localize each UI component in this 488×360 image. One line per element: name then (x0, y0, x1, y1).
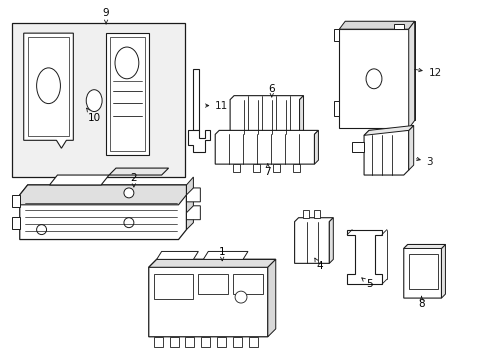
Text: 6: 6 (268, 84, 275, 97)
Polygon shape (230, 96, 303, 134)
Polygon shape (49, 175, 109, 185)
Text: 11: 11 (205, 100, 228, 111)
Polygon shape (20, 185, 186, 239)
Text: 12: 12 (414, 68, 441, 78)
Polygon shape (441, 244, 445, 298)
Polygon shape (185, 337, 194, 347)
Text: 8: 8 (417, 296, 424, 309)
Polygon shape (20, 185, 186, 205)
Polygon shape (393, 24, 403, 29)
Text: 1: 1 (219, 247, 225, 261)
Polygon shape (203, 251, 247, 260)
Polygon shape (314, 130, 318, 164)
Polygon shape (109, 168, 168, 175)
Ellipse shape (115, 47, 139, 79)
Polygon shape (248, 337, 257, 347)
Ellipse shape (37, 225, 46, 235)
Polygon shape (153, 274, 193, 299)
Polygon shape (148, 260, 275, 267)
Polygon shape (403, 244, 445, 298)
Polygon shape (314, 210, 320, 218)
Polygon shape (334, 29, 339, 41)
Polygon shape (328, 218, 333, 264)
Polygon shape (403, 244, 445, 248)
Polygon shape (217, 337, 225, 347)
Polygon shape (233, 337, 242, 347)
Polygon shape (346, 230, 381, 284)
Polygon shape (334, 100, 339, 116)
Polygon shape (201, 337, 210, 347)
Polygon shape (267, 260, 275, 337)
Text: 9: 9 (102, 8, 109, 24)
Polygon shape (188, 130, 210, 152)
Polygon shape (12, 217, 20, 229)
Text: 7: 7 (264, 164, 270, 177)
Polygon shape (156, 251, 198, 260)
Polygon shape (233, 164, 240, 172)
Text: 5: 5 (361, 278, 371, 289)
Polygon shape (299, 96, 303, 134)
Polygon shape (24, 33, 73, 148)
Polygon shape (12, 195, 20, 207)
Ellipse shape (37, 68, 61, 104)
Text: 3: 3 (416, 157, 432, 167)
Text: 4: 4 (314, 258, 322, 271)
Polygon shape (193, 69, 199, 130)
Polygon shape (302, 210, 308, 218)
Text: 2: 2 (130, 173, 137, 187)
Polygon shape (294, 218, 333, 264)
Polygon shape (186, 206, 200, 220)
Polygon shape (198, 274, 228, 294)
Text: 10: 10 (86, 108, 101, 123)
Polygon shape (364, 130, 408, 175)
Polygon shape (28, 37, 69, 136)
Polygon shape (408, 255, 438, 289)
Polygon shape (148, 260, 275, 337)
Polygon shape (169, 337, 178, 347)
Polygon shape (110, 37, 144, 151)
Ellipse shape (86, 90, 102, 112)
Polygon shape (292, 164, 299, 172)
Ellipse shape (123, 218, 134, 228)
Polygon shape (339, 29, 408, 129)
Ellipse shape (235, 291, 246, 303)
Polygon shape (339, 21, 414, 29)
Polygon shape (364, 125, 413, 135)
Polygon shape (215, 130, 318, 164)
Ellipse shape (123, 188, 134, 198)
Polygon shape (351, 142, 364, 152)
Polygon shape (106, 33, 148, 155)
Polygon shape (186, 177, 193, 230)
Polygon shape (12, 23, 185, 177)
Polygon shape (408, 125, 413, 170)
Polygon shape (153, 337, 163, 347)
Ellipse shape (366, 69, 381, 89)
Polygon shape (272, 164, 279, 172)
Polygon shape (186, 188, 200, 202)
Polygon shape (233, 274, 263, 294)
Polygon shape (408, 21, 414, 129)
Polygon shape (345, 21, 414, 121)
Polygon shape (252, 164, 259, 172)
